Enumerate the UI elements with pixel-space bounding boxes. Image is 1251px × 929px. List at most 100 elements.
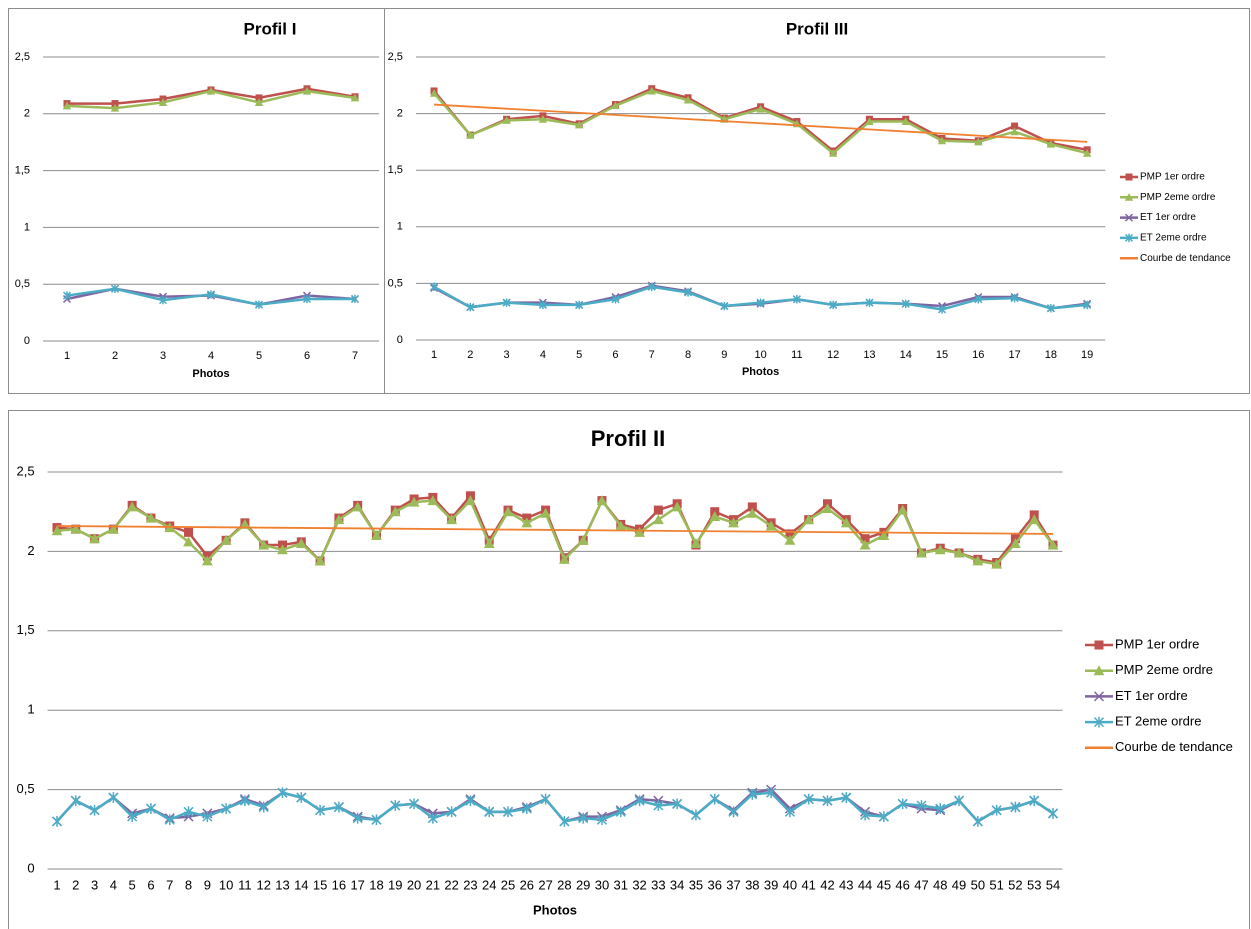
y-tick-label: 0 — [24, 335, 30, 347]
chart-frame — [384, 8, 1250, 394]
x-tick-label: 12 — [256, 877, 270, 892]
x-tick-label: 5 — [129, 877, 136, 892]
marker-star — [792, 295, 801, 304]
x-tick-label: 17 — [1008, 349, 1020, 361]
marker-star — [803, 793, 814, 805]
x-tick-label: 29 — [576, 877, 590, 892]
x-tick-label: 19 — [1081, 349, 1093, 361]
x-tick-label: 39 — [764, 877, 778, 892]
marker-star — [615, 806, 626, 818]
x-tick-label: 26 — [520, 877, 534, 892]
marker-star — [822, 795, 833, 807]
marker-triangle — [220, 534, 232, 545]
x-tick-label: 5 — [256, 350, 262, 362]
x-axis-label: Photos — [533, 902, 577, 917]
x-tick-label: 47 — [914, 877, 928, 892]
marker-square — [785, 529, 795, 539]
marker-star — [972, 815, 983, 827]
x-tick-label: 24 — [482, 877, 496, 892]
x-tick-label: 10 — [219, 877, 233, 892]
marker-star — [164, 814, 175, 826]
legend-label: PMP 1er ordre — [1115, 636, 1199, 651]
x-tick-label: 12 — [827, 349, 839, 361]
x-tick-label: 16 — [972, 349, 984, 361]
marker-square — [653, 505, 663, 515]
marker-x — [1124, 213, 1134, 222]
x-tick-label: 11 — [238, 877, 252, 892]
marker-star — [756, 298, 765, 307]
marker-star — [974, 295, 983, 304]
marker-triangle — [822, 503, 833, 514]
marker-star — [1124, 233, 1134, 243]
x-tick-label: 7 — [352, 350, 358, 362]
x-tick-label: 30 — [595, 877, 609, 892]
marker-star — [860, 809, 871, 821]
marker-square — [747, 502, 757, 512]
marker-triangle — [1010, 127, 1019, 136]
marker-star — [784, 806, 795, 818]
x-tick-label: 44 — [858, 877, 872, 892]
marker-triangle — [51, 525, 63, 536]
chart-title: Profil II — [591, 426, 666, 451]
legend-label: Courbe de tendance — [1115, 739, 1233, 754]
marker-triangle — [206, 86, 216, 95]
marker-star — [108, 792, 119, 803]
x-tick-label: 27 — [538, 877, 552, 892]
x-tick-label: 50 — [971, 877, 985, 892]
x-tick-label: 31 — [614, 877, 628, 892]
marker-triangle — [558, 553, 570, 564]
marker-triangle — [991, 558, 1003, 569]
x-tick-label: 9 — [204, 877, 211, 892]
x-tick-label: 42 — [820, 877, 834, 892]
marker-triangle — [765, 520, 777, 531]
marker-triangle — [934, 544, 946, 555]
marker-star — [611, 295, 620, 304]
x-tick-label: 46 — [895, 877, 909, 892]
marker-triangle — [538, 115, 548, 123]
marker-star — [466, 302, 475, 312]
y-tick-label: 0 — [397, 334, 403, 346]
x-tick-label: 6 — [612, 349, 618, 361]
marker-triangle — [371, 530, 382, 541]
x-tick-label: 34 — [670, 877, 684, 892]
marker-star — [766, 787, 777, 799]
marker-star — [221, 803, 232, 815]
marker-star — [916, 800, 927, 811]
marker-triangle — [295, 538, 307, 548]
x-tick-label: 52 — [1008, 877, 1022, 892]
x-tick-label: 48 — [933, 877, 947, 892]
x-tick-label: 22 — [444, 877, 458, 892]
x-tick-label: 25 — [501, 877, 515, 892]
marker-triangle — [254, 98, 264, 106]
marker-triangle — [840, 517, 852, 528]
marker-triangle — [728, 517, 739, 528]
marker-triangle — [709, 511, 721, 521]
marker-triangle — [466, 130, 475, 139]
marker-star — [352, 812, 363, 824]
x-tick-label: 32 — [632, 877, 646, 892]
x-tick-label: 4 — [540, 349, 546, 361]
y-tick-label: 0,5 — [17, 781, 35, 796]
marker-triangle — [333, 514, 345, 525]
marker-star — [89, 804, 100, 816]
x-tick-label: 13 — [863, 349, 875, 361]
x-tick-label: 1 — [64, 350, 70, 362]
marker-triangle — [901, 117, 910, 126]
marker-star — [158, 295, 168, 305]
marker-star — [690, 809, 701, 821]
y-tick-label: 2 — [27, 543, 34, 558]
marker-star — [829, 300, 838, 310]
chart-title: Profil III — [786, 19, 848, 38]
marker-star — [296, 792, 307, 803]
marker-triangle — [389, 506, 401, 517]
marker-triangle — [408, 496, 420, 507]
marker-square — [255, 94, 263, 102]
marker-triangle — [145, 512, 157, 523]
marker-triangle — [1010, 538, 1021, 548]
y-tick-label: 1 — [24, 221, 30, 233]
x-tick-label: 14 — [900, 349, 912, 361]
y-tick-label: 1,5 — [15, 165, 30, 177]
marker-triangle — [446, 514, 458, 525]
marker-triangle — [502, 116, 511, 124]
